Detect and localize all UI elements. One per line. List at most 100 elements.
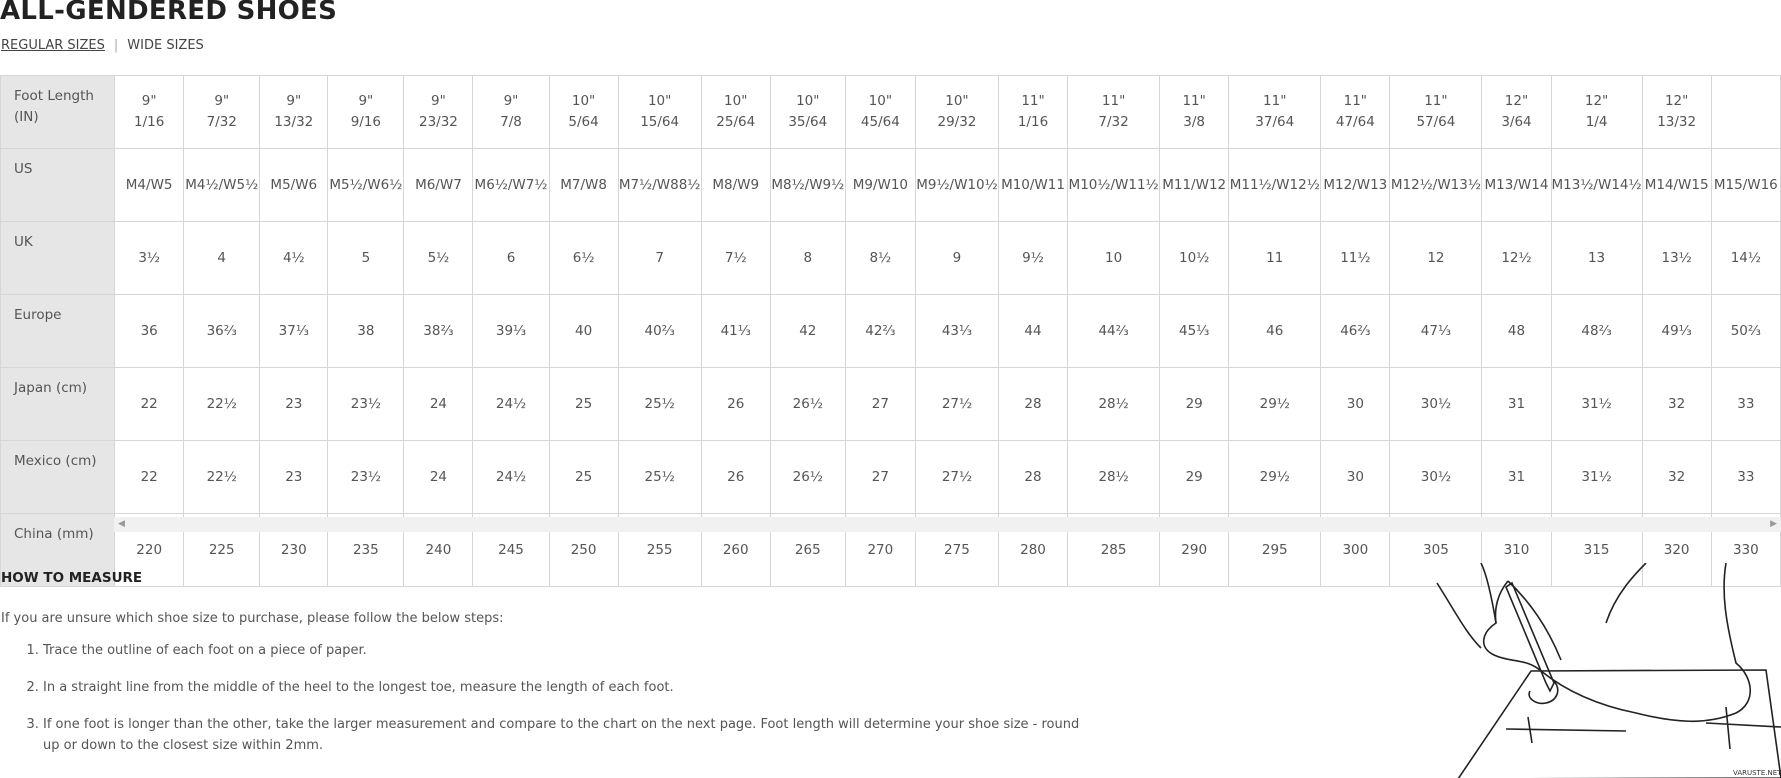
table-cell: 8½ [844, 221, 916, 295]
tab[interactable]: REGULAR SIZES [1, 38, 105, 53]
table-row: Foot Length (IN) 9" 1/16 9" 7/32 9" 13/32 9" 9/1… [0, 75, 1781, 149]
tab[interactable]: WIDE SIZES [127, 38, 204, 53]
cell-line: 10" [868, 93, 893, 109]
steps-list: Trace the outline of each foot on a piec… [28, 640, 1093, 772]
table-cell: 6 [472, 221, 550, 295]
table-cell: M9/W10 [844, 148, 916, 222]
cell-line: 11" [1424, 93, 1448, 109]
table-cell: 29½ [1228, 367, 1322, 441]
page-title: ALL-GENDERED SHOES [0, 0, 338, 26]
cell-line: 3/8 [1183, 114, 1206, 130]
table-cell: 38⅔ [403, 294, 474, 368]
table-cell: 36⅔ [183, 294, 261, 368]
table-cell: 29 [1159, 367, 1230, 441]
table-cell: M10/W11 [997, 148, 1069, 222]
table-cell: 4 [183, 221, 261, 295]
cell-line: 5/64 [568, 114, 599, 130]
table-cell: 48⅔ [1550, 294, 1643, 368]
table-cell: M6/W7 [403, 148, 474, 222]
scrollbar[interactable]: ◀ ▶ [114, 517, 1781, 532]
table-cell: 11" 37/64 [1228, 75, 1322, 149]
table-cell: 12" 1/4 [1550, 75, 1643, 149]
table-cell [1710, 75, 1781, 149]
table-cell: M12/W13 [1320, 148, 1391, 222]
table-row: US M4/W5 M4½/W5½ M5/W6 M5½/W6½ M6/W7 M6½/W7½ M7… [0, 148, 1781, 222]
cell-line: 9/16 [350, 114, 382, 130]
table-cell: 31 [1481, 367, 1552, 441]
cell-line: 10" [796, 93, 820, 109]
table-cell: 12 [1389, 221, 1483, 295]
table-cell: 9" 9/16 [327, 75, 405, 149]
table-cell: 11 [1228, 221, 1322, 295]
cell-line: 3/64 [1501, 114, 1532, 130]
table-cell: M6½/W7½ [472, 148, 550, 222]
table-cell: 10" 15/64 [617, 75, 702, 149]
table-cell: 28½ [1067, 367, 1161, 441]
table-cell: M12½/W13½ [1389, 148, 1483, 222]
cell-line: 9" [503, 93, 519, 109]
cell-line: 1/16 [1017, 114, 1049, 130]
table-cell: 11" 7/32 [1067, 75, 1161, 149]
table-cell: 11" 1/16 [997, 75, 1069, 149]
table-cell: M14/W15 [1641, 148, 1712, 222]
table-cell: 32 [1641, 367, 1712, 441]
cell-line: 9" [214, 93, 230, 109]
table-cell: 10" 25/64 [700, 75, 771, 149]
row-label: Japan (cm) [0, 367, 116, 441]
table-cell: 24½ [472, 367, 550, 441]
scroll-left[interactable]: ◀ [118, 519, 125, 529]
row-label: US [0, 148, 116, 222]
scroll-right[interactable]: ▶ [1770, 519, 1777, 529]
table-cell: 12" 3/64 [1481, 75, 1552, 149]
cell-line: 10" [571, 93, 596, 109]
table-cell: 9" 7/8 [472, 75, 550, 149]
cell-line: 11" [1343, 93, 1368, 109]
table-cell: M11/W12 [1159, 148, 1230, 222]
cell-line: 12" [1584, 93, 1609, 109]
table-cell: 8 [769, 221, 846, 295]
cell-line: 7/8 [500, 114, 522, 130]
table-cell: 40 [548, 294, 619, 368]
table-cell: 12½ [1481, 221, 1552, 295]
cell-line: 9" [431, 93, 446, 109]
table-cell: 10" 29/32 [914, 75, 999, 149]
table-cell: 5½ [403, 221, 474, 295]
row-label: China (mm) [0, 513, 116, 587]
table-cell: 29 [1159, 440, 1230, 514]
table-cell: 38 [327, 294, 405, 368]
table-cell: 30 [1320, 440, 1391, 514]
table-cell: 49⅓ [1641, 294, 1712, 368]
table-cell: 40⅔ [617, 294, 702, 368]
table-cell: 36 [114, 294, 185, 368]
table-cell: 13½ [1641, 221, 1712, 295]
table-cell: 23½ [327, 440, 405, 514]
table-cell: M8½/W9½ [769, 148, 846, 222]
cell-line: 11" [1263, 93, 1287, 109]
cell-line: 37/64 [1255, 114, 1295, 130]
table-cell: 22½ [183, 440, 261, 514]
table-cell: 28 [997, 440, 1069, 514]
cell-line: 10" [724, 93, 748, 109]
table-cell: 43⅓ [914, 294, 999, 368]
table-cell: 24½ [472, 440, 550, 514]
table-cell: 42⅔ [844, 294, 916, 368]
step: In a straight line from the middle of th… [43, 677, 1093, 698]
cell-line: 11" [1101, 93, 1126, 109]
table-cell: 28 [997, 367, 1069, 441]
table-cell: 25½ [617, 440, 702, 514]
table-cell: M7½/W88½ [617, 148, 702, 222]
table-cell: 31½ [1550, 367, 1643, 441]
table-cell: 3½ [114, 221, 185, 295]
table-cell: M11½/W12½ [1228, 148, 1322, 222]
size-table: Foot Length (IN) 9" 1/16 9" 7/32 9" 13/32 9" 9/1… [0, 75, 1781, 587]
table-row: UK 3½ 4 4½ 5 5½ 6 6½ 7 7½ 8 8½ 9 9½ 10 10½ 11 11½ 12 12½ 13 1… [0, 221, 1781, 295]
cell-line: 11" [1021, 93, 1045, 109]
table-cell: 14½ [1710, 221, 1781, 295]
table-row: Europe 36 36⅔ 37⅓ 38 38⅔ 39⅓ 40 40⅔ 41⅓ 42 42⅔ 43⅓ 44… [0, 294, 1781, 368]
cell-line: 7/32 [1098, 114, 1129, 130]
table-cell: 27 [844, 440, 916, 514]
watermark: VARUSTE.NET [1733, 769, 1781, 777]
table-row: Japan (cm) 22 22½ 23 23½ 24 24½ 25 25½ 26 26½ 27 27½… [0, 367, 1781, 441]
table-cell: M4½/W5½ [183, 148, 261, 222]
